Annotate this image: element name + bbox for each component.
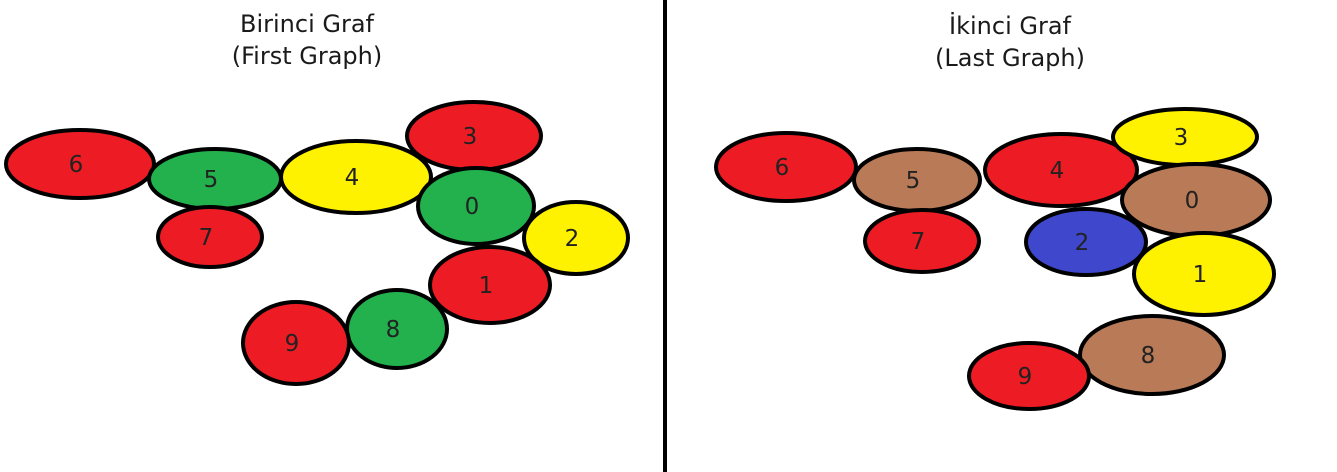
- node-2-ellipse: [1024, 207, 1148, 277]
- node-0-label: 0: [465, 194, 480, 220]
- first-graph-title-en: (First Graph): [231, 42, 383, 70]
- last-graph-title-tr: İkinci Graf: [949, 12, 1071, 40]
- node-9-label: 9: [1018, 364, 1033, 390]
- node-8-ellipse: [1078, 314, 1226, 396]
- node-4-label: 4: [345, 165, 360, 191]
- node-5-label: 5: [204, 167, 219, 193]
- node-3: 3: [1111, 107, 1259, 167]
- last-graph: 6 5 4 3 0 7 2 1 8 9: [714, 107, 1276, 411]
- node-9-ellipse: [241, 300, 351, 386]
- node-5: 5: [147, 147, 283, 211]
- last-graph-title-en: (Last Graph): [935, 44, 1085, 72]
- node-2: 2: [1024, 207, 1148, 277]
- node-4-ellipse: [279, 139, 433, 215]
- node-1-ellipse: [1132, 231, 1276, 317]
- node-4-ellipse: [983, 132, 1139, 208]
- node-7-label: 7: [911, 229, 926, 255]
- node-1-label: 1: [1193, 262, 1208, 288]
- node-2: 2: [522, 200, 630, 276]
- node-6: 6: [4, 128, 156, 200]
- node-2-label: 2: [1075, 230, 1090, 256]
- node-7: 7: [863, 208, 981, 274]
- node-9-label: 9: [285, 331, 300, 357]
- last-graph-title: İkinci Graf (Last Graph): [935, 10, 1085, 74]
- node-1: 1: [1132, 231, 1276, 317]
- node-8: 8: [1078, 314, 1226, 396]
- node-5: 5: [852, 147, 982, 213]
- node-3-label: 3: [463, 124, 478, 150]
- node-9-ellipse: [967, 341, 1091, 411]
- node-0-label: 0: [1185, 188, 1200, 214]
- node-6-ellipse: [4, 128, 156, 200]
- node-7-ellipse: [863, 208, 981, 274]
- node-4: 4: [279, 139, 433, 215]
- node-9: 9: [241, 300, 351, 386]
- node-4: 4: [983, 132, 1139, 208]
- first-graph-title-tr: Birinci Graf: [239, 10, 374, 38]
- node-7: 7: [156, 205, 264, 269]
- node-0-ellipse: [416, 166, 536, 246]
- node-6-label: 6: [69, 152, 84, 178]
- node-5-label: 5: [906, 168, 921, 194]
- node-6-label: 6: [775, 155, 790, 181]
- node-2-ellipse: [522, 200, 630, 276]
- node-0: 0: [1120, 162, 1272, 238]
- panel-divider: [663, 0, 667, 472]
- node-4-label: 4: [1050, 158, 1065, 184]
- node-2-label: 2: [565, 226, 580, 252]
- node-8: 8: [345, 288, 449, 370]
- node-3: 3: [405, 100, 543, 172]
- node-0: 0: [416, 166, 536, 246]
- node-1: 1: [428, 245, 552, 325]
- node-8-label: 8: [386, 317, 401, 343]
- node-7-ellipse: [156, 205, 264, 269]
- node-1-label: 1: [479, 273, 494, 299]
- first-graph-title: Birinci Graf (First Graph): [232, 8, 382, 72]
- node-6-ellipse: [714, 131, 858, 203]
- node-1-ellipse: [428, 245, 552, 325]
- node-6: 6: [714, 131, 858, 203]
- node-7-label: 7: [199, 225, 214, 251]
- first-graph: 6 5 4 3 0 7 2 1 8 9: [4, 100, 630, 386]
- node-9: 9: [967, 341, 1091, 411]
- node-8-label: 8: [1141, 343, 1156, 369]
- node-3-label: 3: [1174, 125, 1189, 151]
